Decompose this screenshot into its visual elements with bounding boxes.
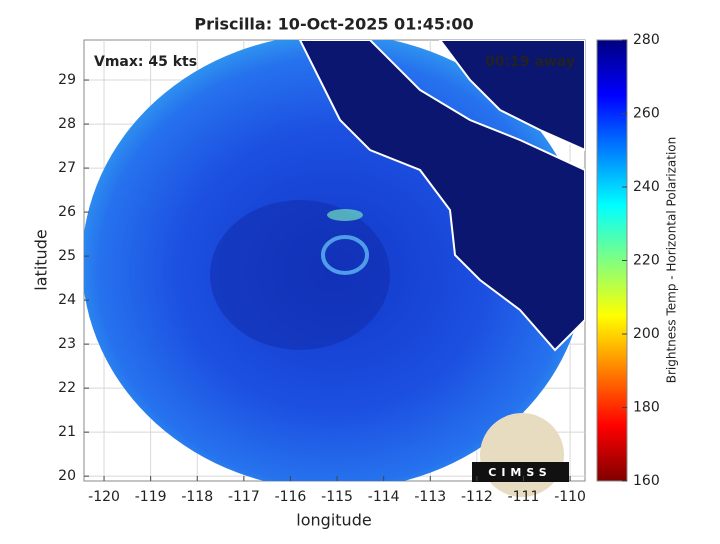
y-tick-label: 21 bbox=[58, 424, 76, 440]
y-tick-label: 29 bbox=[58, 72, 76, 88]
satellite-image bbox=[84, 40, 585, 481]
land bbox=[298, 40, 585, 352]
y-tick-label: 26 bbox=[58, 204, 76, 220]
colorbar-tick-label: 160 bbox=[633, 473, 660, 489]
colorbar-tick-label: 180 bbox=[633, 400, 660, 416]
y-tick-label: 27 bbox=[58, 160, 76, 176]
logo-band bbox=[472, 462, 569, 482]
x-tick-label: -115 bbox=[321, 489, 353, 505]
y-tick-label: 28 bbox=[58, 116, 76, 132]
logo-text: CIMSS bbox=[488, 466, 551, 479]
x-tick-label: -119 bbox=[135, 489, 167, 505]
x-tick-label: -111 bbox=[508, 489, 540, 505]
storm-band bbox=[321, 235, 369, 275]
colorbar-tick-label: 240 bbox=[633, 179, 660, 195]
y-axis-label: latitude bbox=[32, 229, 51, 290]
colorbar-tick-label: 280 bbox=[633, 32, 660, 48]
x-tick-label: -114 bbox=[368, 489, 400, 505]
x-tick-label: -112 bbox=[461, 489, 493, 505]
y-tick-label: 22 bbox=[58, 380, 76, 396]
colorbar-tick-label: 220 bbox=[633, 253, 660, 269]
colorbar-tick-label: 260 bbox=[633, 106, 660, 122]
y-tick-label: 23 bbox=[58, 336, 76, 352]
storm-band bbox=[327, 209, 363, 221]
x-tick-label: -113 bbox=[414, 489, 446, 505]
logo: CIMSS bbox=[472, 413, 569, 497]
annotation: 00:19 away bbox=[485, 54, 575, 70]
x-tick-label: -116 bbox=[275, 489, 307, 505]
storm-core bbox=[210, 200, 390, 350]
colorbar-label: Brightness Temp - Horizontal Polarizatio… bbox=[665, 137, 679, 384]
y-tick-label: 24 bbox=[58, 292, 76, 308]
annotation: Vmax: 45 kts bbox=[94, 54, 197, 70]
land bbox=[438, 40, 585, 152]
y-tick-label: 20 bbox=[58, 468, 76, 484]
x-tick-label: -117 bbox=[228, 489, 260, 505]
x-tick-label: -118 bbox=[181, 489, 213, 505]
chart-title: Priscilla: 10-Oct-2025 01:45:00 bbox=[194, 15, 473, 34]
x-tick-label: -110 bbox=[554, 489, 586, 505]
x-tick-label: -120 bbox=[88, 489, 120, 505]
logo-disk bbox=[480, 413, 564, 497]
colorbar-tick-label: 200 bbox=[633, 326, 660, 342]
x-axis-label: longitude bbox=[296, 511, 371, 530]
y-tick-label: 25 bbox=[58, 248, 76, 264]
